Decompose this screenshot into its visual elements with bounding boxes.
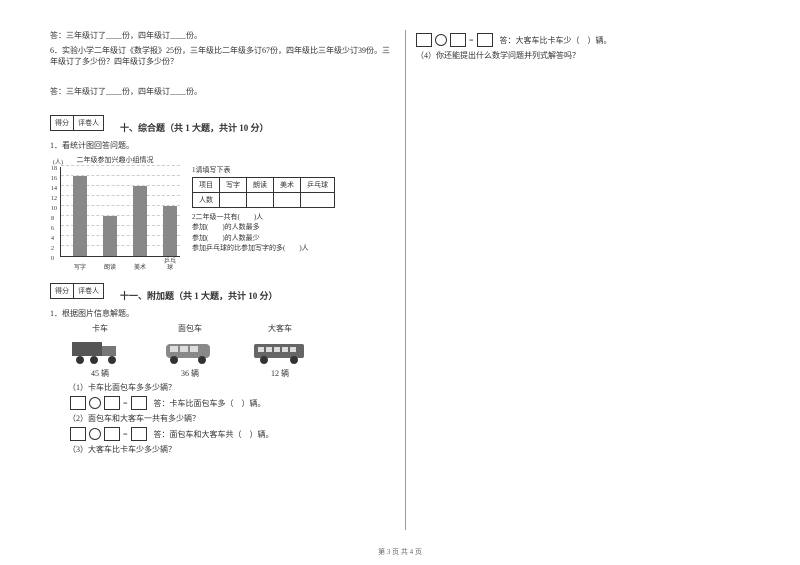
table-data-row: 人数 xyxy=(193,192,335,207)
y-tick: 10 xyxy=(51,206,57,212)
td-label: 人数 xyxy=(193,192,220,207)
y-tick: 14 xyxy=(51,186,57,192)
table-header-row: 项目 写字 朗读 美术 乒乓球 xyxy=(193,177,335,192)
y-tick: 2 xyxy=(51,246,54,252)
bus-label: 大客车 xyxy=(250,323,310,334)
fill-c: 参加( )的人数最少 xyxy=(192,233,335,244)
sub-q2: （2）面包车和大客车一共有多少辆？ xyxy=(68,413,395,424)
operand-box xyxy=(70,427,86,441)
y-tick: 8 xyxy=(51,216,54,222)
result-box xyxy=(131,427,147,441)
vehicle-van: 面包车 36 辆 xyxy=(160,323,220,379)
operator-circle xyxy=(89,428,101,440)
table-caption: 1请填写下表 xyxy=(192,165,335,175)
van-icon xyxy=(160,336,220,366)
operand-box xyxy=(416,33,432,47)
grader-cell-11: 评卷人 xyxy=(74,283,104,299)
sub-q1: （1）卡车比面包车多多少辆？ xyxy=(68,382,395,393)
ans3-tail: 答：大客车比卡车少（ ）辆。 xyxy=(500,35,612,46)
bus-count: 12 辆 xyxy=(250,368,310,379)
fill-d: 参加乒乓球的比参加写字的多( )人 xyxy=(192,243,335,254)
result-box xyxy=(131,396,147,410)
th-project: 项目 xyxy=(193,177,220,192)
x-label: 写字 xyxy=(73,265,87,272)
equals-sign: = xyxy=(469,36,474,45)
section-11-title: 十一、附加题（共 1 大题，共计 10 分） xyxy=(120,289,395,302)
section10-q1: 1．看统计图回答问题。 xyxy=(50,140,395,151)
bar xyxy=(163,206,177,256)
operand-box xyxy=(450,33,466,47)
sub-q4: （4）你还能提出什么数学问题并列式解答吗？ xyxy=(416,50,750,61)
ans2-tail: 答：面包车和大客车共（ ）辆。 xyxy=(154,429,274,440)
truck-count: 45 辆 xyxy=(70,368,130,379)
chart-and-table: 二年级参加兴趣小组情况 (人) 024681012141618写字朗读美术乒乓球… xyxy=(50,155,395,265)
td-2 xyxy=(247,192,274,207)
x-label: 美术 xyxy=(133,265,147,272)
y-tick: 18 xyxy=(51,166,57,172)
vehicle-row: 卡车 45 辆 面包车 xyxy=(70,323,395,379)
fill-a: 2二年级一共有( )人 xyxy=(192,212,335,223)
operand-box xyxy=(104,427,120,441)
y-tick: 16 xyxy=(51,176,57,182)
table-block: 1请填写下表 项目 写字 朗读 美术 乒乓球 人数 xyxy=(192,155,335,265)
grid-line xyxy=(61,165,180,166)
ans1-tail: 答：卡车比面包车多（ ）辆。 xyxy=(154,398,266,409)
page-footer: 第 3 页 共 4 页 xyxy=(0,547,800,557)
right-column: = 答：大客车比卡车少（ ）辆。 （4）你还能提出什么数学问题并列式解答吗？ xyxy=(405,30,750,530)
th-3: 美术 xyxy=(274,177,301,192)
section-10-title: 十、综合题（共 1 大题，共计 10 分） xyxy=(120,121,395,134)
eq-row-3: = 答：大客车比卡车少（ ）辆。 xyxy=(416,33,750,47)
bar-chart: 二年级参加兴趣小组情况 (人) 024681012141618写字朗读美术乒乓球 xyxy=(50,155,180,265)
operand-box xyxy=(104,396,120,410)
truck-icon xyxy=(70,336,130,366)
answer-line-5: 答：三年级订了____份，四年级订____份。 xyxy=(50,30,395,41)
x-label: 朗读 xyxy=(103,265,117,272)
chart-axes: (人) 024681012141618写字朗读美术乒乓球 xyxy=(60,167,180,257)
bar xyxy=(133,186,147,256)
fill-list: 2二年级一共有( )人 参加( )的人数最多 参加( )的人数最少 参加乒乓球的… xyxy=(192,212,335,254)
y-tick: 6 xyxy=(51,226,54,232)
x-label: 乒乓球 xyxy=(163,259,177,272)
chart-title: 二年级参加兴趣小组情况 xyxy=(50,155,180,165)
y-tick: 0 xyxy=(51,256,54,262)
th-4: 乒乓球 xyxy=(301,177,335,192)
van-label: 面包车 xyxy=(160,323,220,334)
bar xyxy=(103,216,117,256)
y-tick: 4 xyxy=(51,236,54,242)
sub-q3: （3）大客车比卡车少多少辆？ xyxy=(68,444,395,455)
score-cell: 得分 xyxy=(50,115,74,131)
van-count: 36 辆 xyxy=(160,368,220,379)
score-cell-11: 得分 xyxy=(50,283,74,299)
vehicle-truck: 卡车 45 辆 xyxy=(70,323,130,379)
left-column: 答：三年级订了____份，四年级订____份。 6．实验小学二年级订《数学报》2… xyxy=(50,30,405,530)
summary-table: 项目 写字 朗读 美术 乒乓球 人数 xyxy=(192,177,335,208)
td-1 xyxy=(220,192,247,207)
fill-b: 参加( )的人数最多 xyxy=(192,222,335,233)
bus-icon xyxy=(250,336,310,366)
result-box xyxy=(477,33,493,47)
question-6: 6．实验小学二年级订《数学报》25份，三年级比二年级多订67份，四年级比三年级少… xyxy=(50,45,395,67)
th-2: 朗读 xyxy=(247,177,274,192)
y-tick: 12 xyxy=(51,196,57,202)
eq-row-1: = 答：卡车比面包车多（ ）辆。 xyxy=(70,396,395,410)
truck-label: 卡车 xyxy=(70,323,130,334)
answer-line-6: 答：三年级订了____份，四年级订____份。 xyxy=(50,86,395,97)
operand-box xyxy=(70,396,86,410)
grader-cell: 评卷人 xyxy=(74,115,104,131)
bar xyxy=(73,176,87,256)
operator-circle xyxy=(435,34,447,46)
vehicle-bus: 大客车 12 辆 xyxy=(250,323,310,379)
td-4 xyxy=(301,192,335,207)
equals-sign: = xyxy=(123,430,128,439)
section11-q1: 1．根据图片信息解题。 xyxy=(50,308,395,319)
td-3 xyxy=(274,192,301,207)
operator-circle xyxy=(89,397,101,409)
th-1: 写字 xyxy=(220,177,247,192)
eq-row-2: = 答：面包车和大客车共（ ）辆。 xyxy=(70,427,395,441)
equals-sign: = xyxy=(123,399,128,408)
